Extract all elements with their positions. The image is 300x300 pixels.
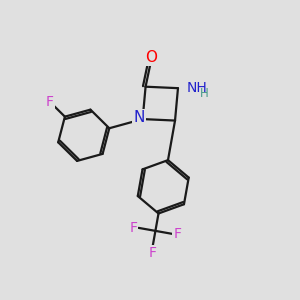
Text: F: F (148, 246, 156, 260)
Text: O: O (146, 50, 158, 65)
Text: N: N (134, 110, 145, 125)
Text: F: F (173, 227, 181, 241)
Text: F: F (129, 221, 137, 235)
Text: H: H (200, 87, 209, 100)
Text: NH: NH (187, 81, 208, 95)
Text: F: F (46, 94, 54, 109)
